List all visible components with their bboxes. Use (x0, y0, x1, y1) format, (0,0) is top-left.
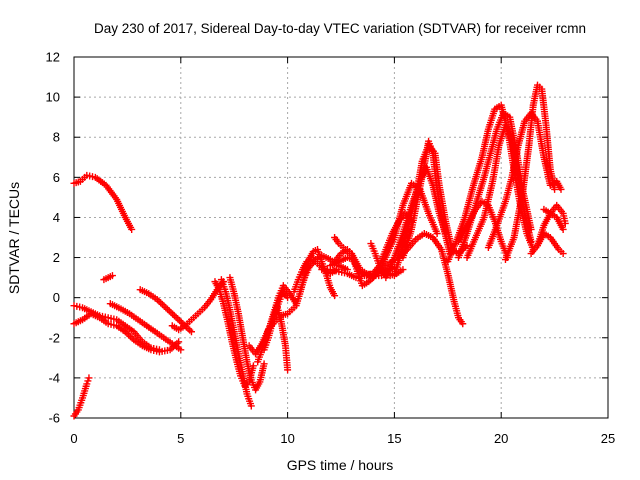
series-arc-29 (395, 229, 467, 328)
series-arc-35 (501, 81, 559, 264)
series-arc-1 (70, 171, 136, 233)
data-series (70, 81, 569, 420)
x-axis-label: GPS time / hours (287, 457, 394, 473)
data-point-interp (160, 302, 168, 310)
data-point-interp (165, 307, 173, 315)
data-point-interp (158, 300, 166, 308)
x-tick-label: 0 (70, 431, 77, 446)
data-point-interp (174, 315, 182, 323)
y-tick-label: 12 (46, 50, 60, 65)
data-point (459, 320, 467, 328)
y-tick-label: -6 (48, 411, 60, 426)
data-point (559, 225, 567, 233)
data-point-interp (169, 310, 177, 318)
y-tick-label: 2 (53, 250, 60, 265)
x-tick-label: 5 (177, 431, 184, 446)
data-point-interp (186, 326, 194, 334)
data-point (463, 242, 471, 250)
y-tick-label: 6 (53, 170, 60, 185)
data-point (175, 338, 183, 346)
series-arc-4 (70, 302, 163, 354)
data-point (331, 292, 339, 300)
series-arc-37 (534, 229, 567, 258)
data-point (128, 225, 136, 233)
y-tick-label: 0 (53, 290, 60, 305)
x-axis: 0 5 10 15 20 25 (70, 57, 615, 446)
data-point (284, 294, 292, 302)
data-point (433, 229, 441, 237)
chart-title: Day 230 of 2017, Sidereal Day-to-day VTE… (94, 21, 586, 36)
series-arc-18 (296, 252, 351, 294)
data-point (247, 402, 255, 410)
data-point (170, 312, 178, 320)
y-tick-label: 8 (53, 130, 60, 145)
series-arc-10 (217, 276, 255, 410)
series-arc-15 (267, 288, 292, 330)
y-axis: -6 -4 -2 0 2 4 6 8 10 12 (46, 50, 608, 426)
data-point-interp (167, 309, 175, 317)
data-point (162, 304, 170, 312)
y-tick-label: 4 (53, 210, 60, 225)
data-point (187, 328, 195, 336)
series-arc-13 (254, 282, 300, 366)
series-arc-5 (100, 272, 116, 284)
y-tick-label: 10 (46, 90, 60, 105)
series-arc-11 (226, 274, 268, 394)
series-arc-38 (540, 205, 567, 233)
data-point-interp (177, 318, 185, 326)
data-point (108, 272, 116, 280)
data-point-interp (172, 313, 180, 321)
data-point (559, 250, 567, 258)
y-tick-label: -4 (48, 370, 60, 385)
data-point (177, 346, 185, 354)
data-point-interp (164, 305, 172, 313)
data-point (260, 360, 268, 368)
series-arc-14 (260, 302, 292, 374)
plot-frame (73, 56, 609, 419)
y-axis-label: SDTVAR / TECUs (6, 182, 22, 294)
data-point (551, 185, 559, 193)
series-arc-3 (70, 310, 183, 356)
data-point (557, 185, 565, 193)
data-point-interp (157, 299, 165, 307)
data-point (155, 346, 163, 354)
x-tick-label: 25 (601, 431, 615, 446)
x-tick-label: 15 (387, 431, 401, 446)
data-point-interp (176, 317, 184, 325)
data-point (284, 366, 292, 374)
series-arc-2 (70, 374, 93, 420)
y-tick-label: -2 (48, 330, 60, 345)
series-arc-28 (399, 137, 454, 262)
x-tick-label: 20 (494, 431, 508, 446)
series-arc-6 (106, 300, 185, 354)
data-point (399, 266, 407, 274)
data-point (85, 374, 93, 382)
x-tick-label: 10 (280, 431, 294, 446)
data-point (527, 238, 535, 246)
